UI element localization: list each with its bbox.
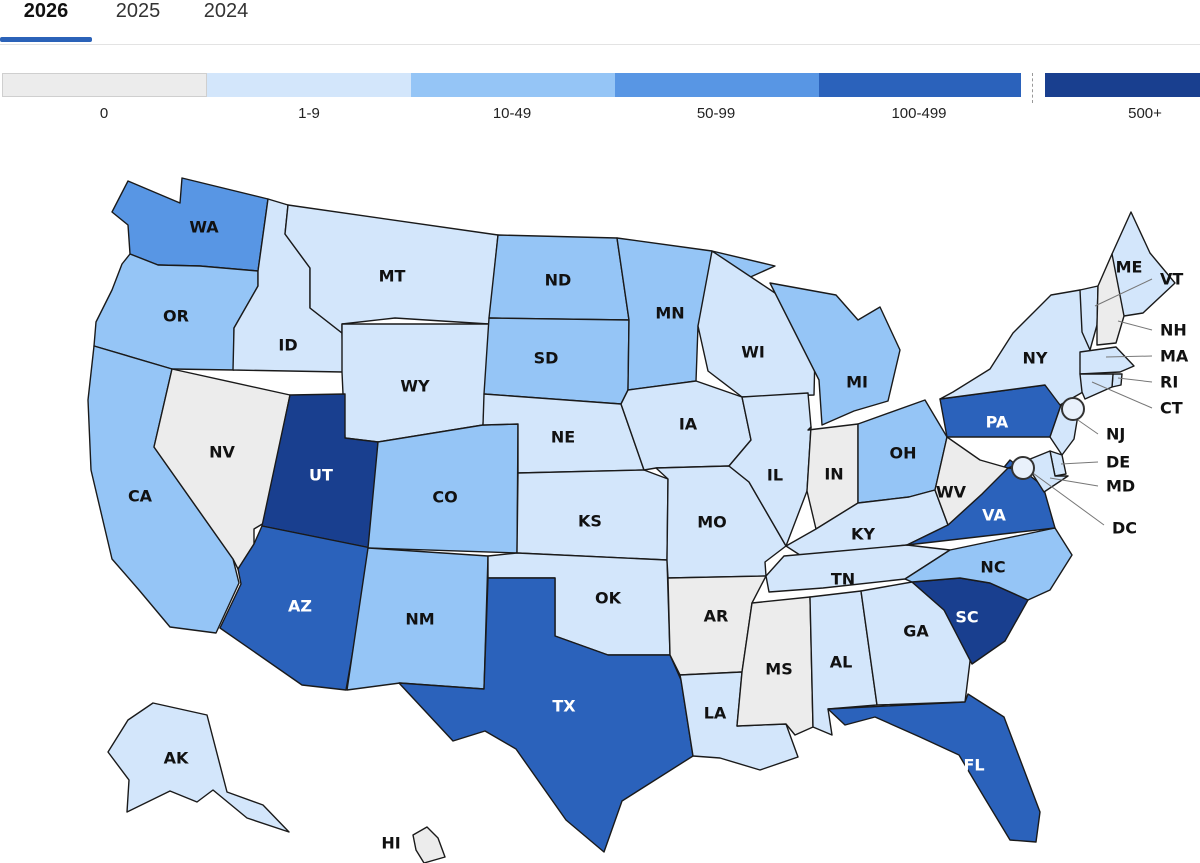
callout-line-de: [1060, 461, 1099, 465]
callout-line-dc: [1025, 467, 1105, 526]
tab-2024[interactable]: 2024: [203, 0, 249, 22]
legend-label-0: 0: [99, 105, 109, 122]
legend-label-500-plus: 500+: [1128, 105, 1162, 122]
legend-label-10-49: 10-49: [492, 105, 532, 122]
callout-line-nh: [1117, 320, 1153, 331]
legend-swatch-500-plus: [1045, 73, 1200, 97]
callout-label-nj: NJ: [1106, 425, 1125, 444]
tab-2025[interactable]: 2025: [115, 0, 161, 22]
state-label-hi: HI: [381, 834, 400, 853]
callout-line-vt: [1094, 278, 1153, 307]
legend-label-100-499: 100-499: [891, 105, 947, 122]
callout-line-nj: [1074, 417, 1099, 435]
legend-divider: [1032, 73, 1033, 103]
callout-label-nh: NH: [1160, 321, 1187, 340]
year-tabs: 2026 2025 2024: [0, 0, 1200, 45]
state-ct[interactable]: [1079, 373, 1114, 400]
tab-2026[interactable]: 2026: [23, 0, 69, 22]
state-vt[interactable]: [1079, 285, 1099, 351]
color-legend: 0 1-9 10-49 50-99 100-499 500+: [0, 73, 1200, 133]
state-ia[interactable]: [620, 380, 752, 471]
state-tx[interactable]: [398, 577, 694, 853]
callout-line-md: [1049, 477, 1099, 487]
callout-label-de: DE: [1106, 453, 1130, 472]
callout-label-md: MD: [1106, 477, 1135, 496]
callout-label-ct: CT: [1160, 399, 1183, 418]
callout-label-ri: RI: [1160, 373, 1178, 392]
state-oh[interactable]: [857, 399, 948, 504]
state-mi[interactable]: [769, 282, 901, 426]
state-wy[interactable]: [341, 323, 490, 443]
state-fl[interactable]: [827, 693, 1041, 843]
callout-label-vt: VT: [1160, 270, 1183, 289]
marker-dc[interactable]: [1011, 456, 1035, 480]
callout-label-dc: DC: [1112, 519, 1137, 538]
state-ny[interactable]: [939, 289, 1091, 406]
legend-label-1-9: 1-9: [298, 105, 320, 122]
state-nd[interactable]: [488, 234, 630, 321]
state-nm[interactable]: [346, 547, 489, 691]
marker-nj[interactable]: [1061, 397, 1085, 421]
callout-label-ma: MA: [1160, 347, 1189, 366]
legend-label-50-99: 50-99: [696, 105, 736, 122]
legend-swatch-10-49: [411, 73, 615, 97]
state-nc[interactable]: [904, 527, 1073, 601]
callout-line-ri: [1117, 377, 1153, 383]
callout-line-ma: [1105, 355, 1153, 358]
state-hi[interactable]: [412, 826, 446, 863]
legend-swatch-0: [2, 73, 207, 97]
state-mt[interactable]: [284, 204, 499, 334]
state-ks[interactable]: [516, 469, 669, 561]
state-sd[interactable]: [483, 317, 630, 405]
state-ma[interactable]: [1079, 346, 1135, 375]
state-ak[interactable]: [107, 702, 290, 833]
legend-swatch-1-9: [207, 73, 411, 97]
state-co[interactable]: [367, 423, 519, 554]
active-tab-indicator: [0, 37, 92, 42]
state-nh[interactable]: [1096, 253, 1125, 346]
legend-swatch-100-499: [819, 73, 1021, 97]
callout-line-ct: [1091, 381, 1153, 409]
legend-swatch-50-99: [615, 73, 819, 97]
